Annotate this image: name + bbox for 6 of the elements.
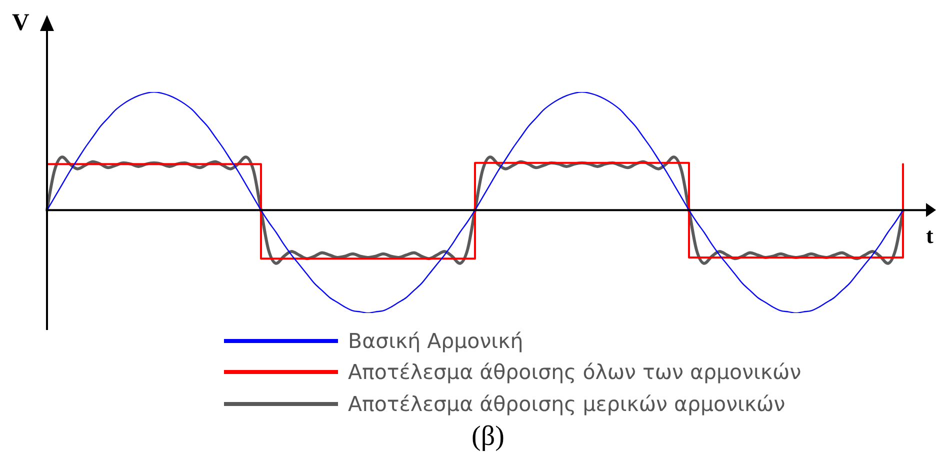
x-axis-title: t	[926, 222, 934, 248]
legend-label: Αποτέλεσμα άθροισης όλων των αρμονικών	[348, 360, 802, 384]
legend-label: Αποτέλεσμα άθροισης μερικών αρμονικών	[348, 392, 786, 416]
y-axis-title: V	[12, 10, 30, 36]
text: (β)	[470, 420, 506, 452]
legend-label: Βασική Αρμονική	[348, 328, 524, 353]
